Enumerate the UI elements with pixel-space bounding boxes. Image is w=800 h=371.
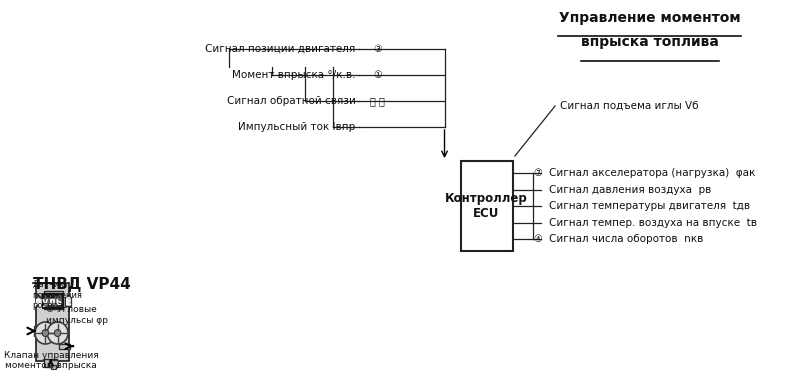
Text: Контроллер
ECU: Контроллер ECU	[445, 192, 528, 220]
Text: ⑦: ⑦	[534, 168, 546, 178]
Text: ③: ③	[373, 44, 382, 54]
Text: Модуль EDU: Модуль EDU	[18, 297, 88, 307]
Circle shape	[35, 322, 56, 344]
FancyBboxPatch shape	[36, 283, 70, 361]
FancyBboxPatch shape	[43, 293, 63, 308]
Polygon shape	[50, 293, 55, 298]
Text: Момент впрыска °/к.в.: Момент впрыска °/к.в.	[232, 70, 356, 80]
Text: Сигнал позиции двигателя: Сигнал позиции двигателя	[206, 44, 356, 54]
FancyBboxPatch shape	[50, 365, 56, 369]
FancyBboxPatch shape	[34, 326, 38, 336]
Text: Сигнал акселератора (нагрузка)  φак: Сигнал акселератора (нагрузка) φак	[550, 168, 756, 178]
FancyBboxPatch shape	[59, 344, 70, 349]
Text: Сигнал подъема иглы Vб: Сигнал подъема иглы Vб	[560, 101, 698, 111]
FancyBboxPatch shape	[44, 359, 57, 367]
FancyBboxPatch shape	[49, 360, 58, 367]
Polygon shape	[46, 293, 50, 298]
Text: ①: ①	[373, 70, 382, 80]
FancyBboxPatch shape	[44, 291, 63, 309]
Text: ④: ④	[534, 234, 546, 244]
Text: ⑪ ⑫: ⑪ ⑫	[370, 96, 385, 106]
Text: Сигнал давления воздуха  pв: Сигнал давления воздуха pв	[550, 184, 712, 194]
Text: Управление моментом: Управление моментом	[558, 11, 740, 25]
Circle shape	[54, 329, 61, 336]
Circle shape	[47, 322, 68, 344]
Text: Сигнал темпер. воздуха на впуске  tв: Сигнал темпер. воздуха на впуске tв	[550, 217, 758, 227]
Text: Сигнал обратной связи: Сигнал обратной связи	[227, 96, 356, 106]
Text: Клапан управления
моментом впрыска: Клапан управления моментом впрыска	[4, 351, 98, 371]
FancyBboxPatch shape	[65, 297, 71, 306]
Circle shape	[42, 329, 49, 336]
FancyBboxPatch shape	[461, 161, 513, 251]
Text: Датчик
положения
ротора: Датчик положения ротора	[33, 280, 82, 310]
Text: Сигнал температуры двигателя  tдв: Сигнал температуры двигателя tдв	[550, 201, 750, 211]
Text: ТНВД VP44: ТНВД VP44	[33, 278, 130, 292]
Text: ⑤ Угловые
импульсы φр: ⑤ Угловые импульсы φр	[46, 305, 108, 325]
Text: впрыска топлива: впрыска топлива	[581, 35, 718, 49]
Text: Импульсный ток Iвпр: Импульсный ток Iвпр	[238, 122, 356, 132]
Text: Сигнал числа оборотов  nкв: Сигнал числа оборотов nкв	[550, 234, 704, 244]
